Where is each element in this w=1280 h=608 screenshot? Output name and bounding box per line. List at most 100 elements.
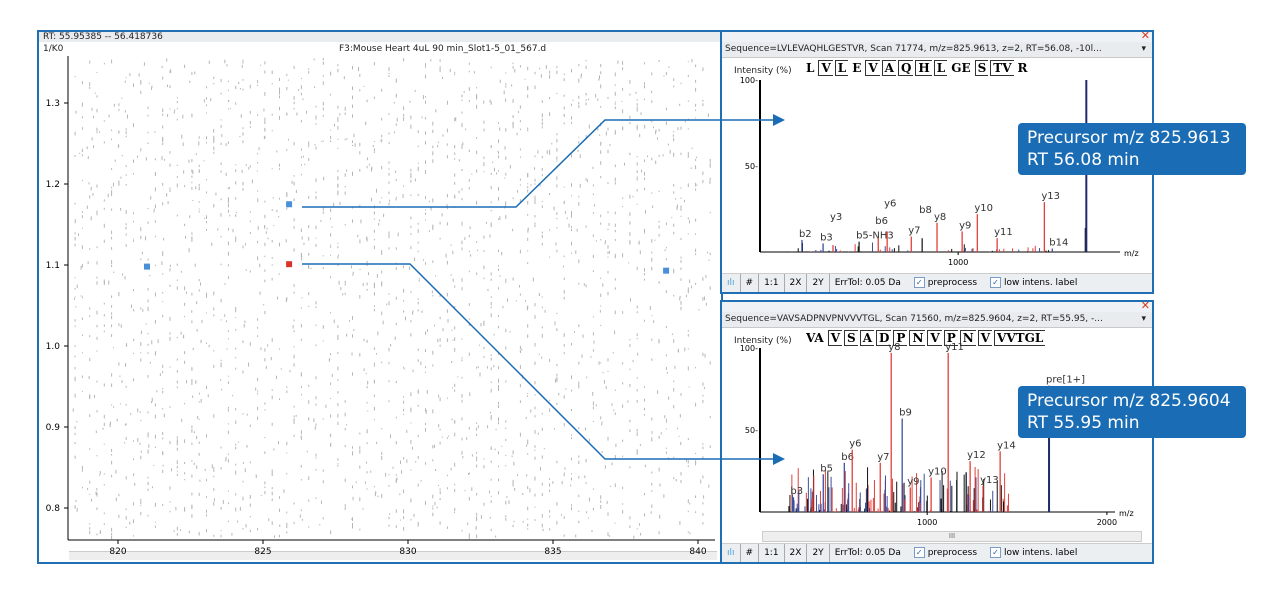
- ion-signal-dot: [677, 127, 679, 131]
- ion-signal-dot: [395, 441, 397, 445]
- ion-signal-dot: [286, 73, 288, 76]
- low-intens-label-checkbox[interactable]: ✓ low intens. label: [985, 274, 1082, 292]
- scale-1to1-button[interactable]: 1:1: [759, 274, 785, 292]
- panel-titlebar[interactable]: ✕: [722, 29, 1152, 42]
- ion-signal-dot: [676, 206, 678, 211]
- ion-signal-dot: [279, 92, 280, 95]
- ion-signal-dot: [487, 288, 489, 292]
- fragment-sequence: L V L E V A Q H L GE S TV R: [804, 60, 1032, 76]
- ion-signal-dot: [330, 254, 332, 256]
- spectrum-icon[interactable]: ılı: [722, 274, 741, 292]
- close-icon[interactable]: ✕: [1140, 299, 1150, 312]
- ion-signal-dot: [278, 77, 280, 82]
- ion-signal-dot: [461, 197, 463, 201]
- ion-signal-dot: [125, 210, 127, 214]
- ion-signal-dot: [293, 248, 295, 252]
- spectrum-icon[interactable]: ılı: [722, 544, 741, 562]
- y-tick-label: 1.0: [46, 342, 61, 352]
- ion-signal-dot: [563, 122, 565, 125]
- ion-signal-dot: [512, 197, 514, 200]
- ion-signal-dot: [417, 250, 419, 253]
- ion-signal-dot: [272, 197, 274, 199]
- zoom-2x-button[interactable]: 2X: [785, 544, 808, 562]
- ion-signal-dot: [147, 476, 149, 479]
- scale-1to1-button[interactable]: 1:1: [759, 544, 785, 562]
- ion-signal-dot: [154, 158, 156, 160]
- ion-signal-dot: [118, 103, 120, 107]
- ion-signal-dot: [538, 292, 540, 297]
- ion-signal-dot: [498, 196, 499, 201]
- ion-signal-dot: [366, 288, 368, 291]
- ion-signal-dot: [519, 120, 521, 123]
- ion-signal-dot: [629, 368, 631, 371]
- ion-signal-dot: [88, 182, 90, 185]
- ion-signal-dot: [352, 273, 354, 276]
- ion-signal-dot: [149, 274, 151, 277]
- ion-signal-dot: [446, 397, 448, 399]
- ion-signal-dot: [264, 437, 266, 439]
- ion-signal-dot: [162, 202, 164, 206]
- ion-signal-dot: [286, 522, 288, 526]
- hash-button[interactable]: #: [741, 274, 760, 292]
- ion-signal-dot: [242, 88, 244, 91]
- dropdown-arrow-icon[interactable]: ▾: [1141, 314, 1146, 324]
- ion-signal-dot: [410, 320, 412, 323]
- ion-signal-dot: [315, 191, 317, 194]
- ion-signal-dot: [503, 90, 505, 95]
- ion-signal-dot: [257, 326, 259, 329]
- ion-signal-dot: [461, 450, 463, 455]
- ion-signal-dot: [499, 79, 501, 83]
- ion-signal-dot: [89, 195, 91, 199]
- ion-signal-dot: [592, 316, 594, 318]
- ion-signal-dot: [430, 207, 432, 211]
- ion-signal-dot: [308, 196, 310, 199]
- ion-signal-dot: [571, 437, 572, 440]
- ion-signal-dot: [359, 204, 361, 207]
- ion-signal-dot: [242, 245, 244, 249]
- ion-signal-dot: [308, 499, 310, 502]
- horizontal-scrollbar[interactable]: III: [762, 531, 1142, 542]
- panel-titlebar[interactable]: ✕: [722, 299, 1152, 312]
- low-intens-label-checkbox[interactable]: ✓ low intens. label: [985, 544, 1082, 562]
- ion-signal-dot: [624, 162, 626, 166]
- ion-signal-dot: [206, 112, 207, 114]
- ion-signal-dot: [242, 188, 244, 191]
- ion-signal-dot: [687, 531, 689, 533]
- ion-signal-dot: [651, 432, 653, 434]
- ion-signal-dot: [154, 235, 156, 238]
- ion-signal-dot: [588, 124, 590, 129]
- ion-signal-dot: [154, 352, 156, 355]
- ion-signal-dot: [635, 91, 637, 94]
- ion-signal-dot: [355, 481, 357, 484]
- ion-signal-dot: [235, 420, 237, 425]
- ion-signal-dot: [665, 247, 667, 249]
- sequence-header[interactable]: Sequence=LVLEVAQHLGESTVR, Scan 71774, m/…: [722, 42, 1152, 58]
- horizontal-scrollbar[interactable]: [69, 551, 717, 560]
- scrollbar-grip[interactable]: III: [948, 532, 956, 540]
- ion-signal-dot: [644, 82, 645, 85]
- ion-signal-dot: [490, 357, 492, 361]
- preprocess-checkbox[interactable]: ✓ preprocess: [909, 274, 982, 292]
- ion-signal-dot: [668, 66, 670, 68]
- zoom-2y-button[interactable]: 2Y: [807, 544, 830, 562]
- ion-signal-dot: [614, 211, 616, 215]
- ion-signal-dot: [702, 352, 704, 357]
- ion-signal-dot: [340, 287, 342, 291]
- ion-signal-dot: [81, 154, 83, 157]
- zoom-2x-button[interactable]: 2X: [785, 274, 808, 292]
- ion-signal-dot: [432, 409, 434, 414]
- dropdown-arrow-icon[interactable]: ▾: [1141, 44, 1146, 54]
- ion-signal-dot: [81, 486, 83, 489]
- preprocess-checkbox[interactable]: ✓ preprocess: [909, 544, 982, 562]
- ion-signal-dot: [213, 414, 215, 418]
- ion-signal-dot: [225, 172, 227, 176]
- close-icon[interactable]: ✕: [1140, 29, 1150, 42]
- hash-button[interactable]: #: [741, 544, 760, 562]
- ion-signal-dot: [556, 133, 558, 136]
- sequence-header[interactable]: Sequence=VAVSADPNVPNVVVTGL, Scan 71560, …: [722, 312, 1152, 328]
- y-axis-label: Intensity (%): [734, 66, 792, 76]
- zoom-2y-button[interactable]: 2Y: [807, 274, 830, 292]
- ion-signal-dot: [687, 100, 689, 102]
- ion-signal-dot: [409, 100, 411, 103]
